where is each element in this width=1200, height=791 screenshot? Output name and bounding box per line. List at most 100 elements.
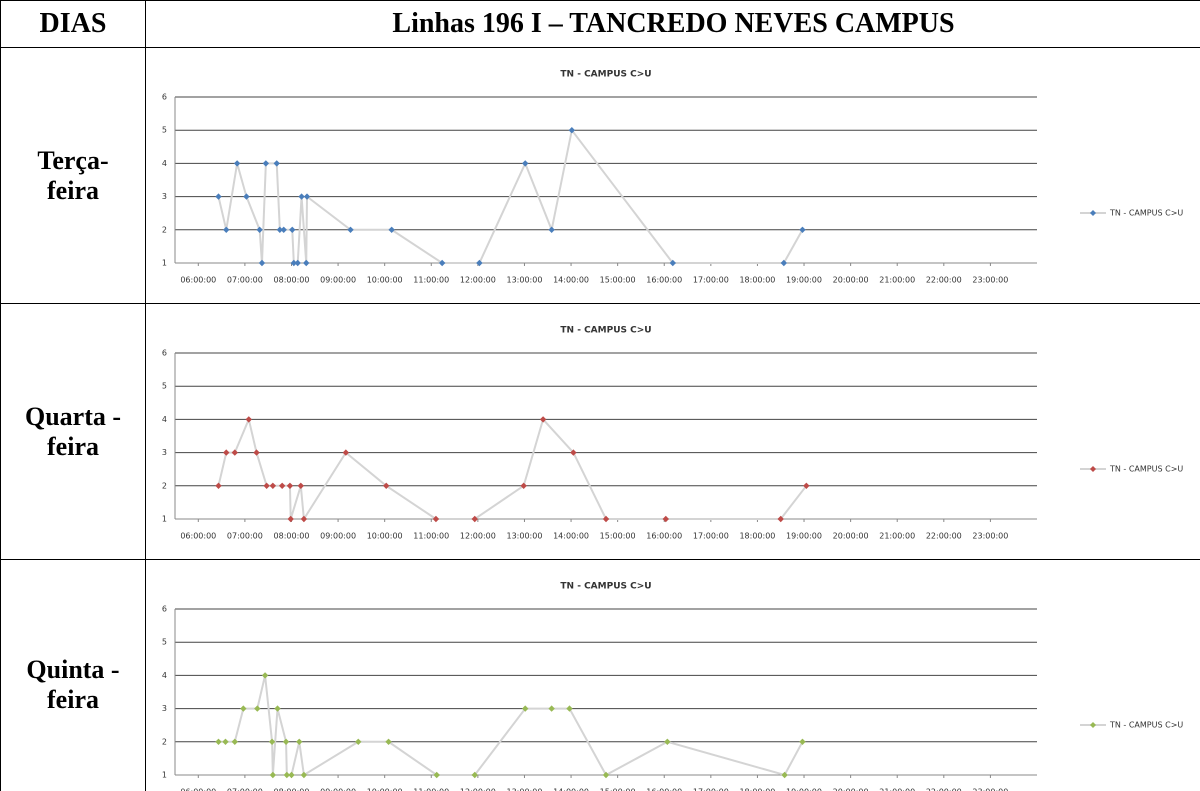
data-point <box>283 771 291 779</box>
x-tick-label: 13:00:00 <box>506 276 542 285</box>
x-tick-label: 06:00:00 <box>180 276 216 285</box>
x-tick-label: 23:00:00 <box>972 532 1008 541</box>
x-tick-label: 19:00:00 <box>786 276 822 285</box>
x-tick-label: 07:00:00 <box>227 532 263 541</box>
x-tick-label: 12:00:00 <box>460 532 496 541</box>
data-point <box>388 226 395 233</box>
data-point <box>303 259 310 267</box>
data-point <box>662 515 669 523</box>
data-point <box>278 482 286 489</box>
legend-marker <box>1090 722 1096 728</box>
y-tick-label: 1 <box>162 515 167 524</box>
x-tick-label: 20:00:00 <box>833 532 869 541</box>
data-point <box>303 193 311 200</box>
row: Quinta -feira TN - CAMPUS C>U 1 2 3 4 5 6 06:00… <box>0 559 1200 791</box>
data-point <box>539 416 547 423</box>
y-tick-label: 1 <box>162 771 167 780</box>
data-point <box>256 226 263 233</box>
day-cell: Terça-feira <box>0 47 146 304</box>
data-point <box>602 515 610 523</box>
x-tick-label: 08:00:00 <box>274 532 310 541</box>
chart-title: TN - CAMPUS C>U <box>560 326 651 336</box>
y-tick-label: 2 <box>162 481 167 490</box>
data-point <box>269 771 277 779</box>
data-point <box>799 226 806 233</box>
header-cell: Linhas 196 I – TANCREDO NEVES CAMPUS <box>145 0 1200 48</box>
chart-cell: TN - CAMPUS C>U 1 2 3 4 5 6 06:00:00 07:00:00 08:… <box>145 47 1200 304</box>
x-tick-label: 14:00:00 <box>553 276 589 285</box>
x-tick-label: 11:00:00 <box>413 532 449 541</box>
data-point <box>294 259 301 267</box>
data-point <box>269 482 277 489</box>
data-point <box>300 771 308 779</box>
x-tick-label: 15:00:00 <box>600 532 636 541</box>
x-tick-label: 22:00:00 <box>926 788 962 791</box>
data-point <box>548 705 555 712</box>
x-tick-label: 17:00:00 <box>693 276 729 285</box>
data-point <box>273 160 280 167</box>
x-tick-label: 20:00:00 <box>833 276 869 285</box>
data-point <box>223 226 230 233</box>
data-point <box>223 449 230 456</box>
x-tick-label: 16:00:00 <box>646 532 682 541</box>
data-point <box>286 482 294 489</box>
data-point <box>282 738 290 745</box>
series-line <box>217 127 804 264</box>
data-point <box>297 482 305 489</box>
data-point <box>476 259 483 267</box>
x-tick-label: 17:00:00 <box>693 788 729 791</box>
header-row: DIAS Linhas 196 I – TANCREDO NEVES CAMPU… <box>0 0 1200 48</box>
x-tick-label: 11:00:00 <box>413 276 449 285</box>
x-tick-label: 21:00:00 <box>879 276 915 285</box>
data-point <box>520 482 527 489</box>
x-tick-label: 21:00:00 <box>879 532 915 541</box>
legend-marker <box>1090 466 1096 472</box>
data-point <box>215 482 222 489</box>
data-point <box>803 482 810 489</box>
data-point <box>298 193 305 200</box>
x-tick-label: 23:00:00 <box>972 788 1008 791</box>
x-tick-label: 10:00:00 <box>367 788 403 791</box>
data-point <box>290 259 298 267</box>
data-point <box>780 259 788 267</box>
data-point <box>231 449 238 456</box>
x-tick-label: 12:00:00 <box>460 788 496 791</box>
data-point <box>433 771 440 779</box>
x-tick-label: 18:00:00 <box>739 276 775 285</box>
legend-label: TN - CAMPUS C>U <box>1109 209 1183 218</box>
legend-marker <box>1090 210 1096 216</box>
x-tick-label: 15:00:00 <box>600 276 636 285</box>
x-tick-label: 16:00:00 <box>646 276 682 285</box>
row: Quarta -feira TN - CAMPUS C>U 1 2 3 4 5 6 06:00… <box>0 303 1200 560</box>
data-point <box>548 226 555 233</box>
x-tick-label: 10:00:00 <box>367 276 403 285</box>
y-tick-label: 5 <box>162 638 167 647</box>
series-line <box>217 416 808 523</box>
x-tick-label: 22:00:00 <box>926 532 962 541</box>
x-tick-label: 19:00:00 <box>786 532 822 541</box>
x-tick-label: 23:00:00 <box>972 276 1008 285</box>
data-point <box>471 771 478 779</box>
x-tick-label: 14:00:00 <box>553 532 589 541</box>
data-point <box>383 482 390 489</box>
x-tick-label: 09:00:00 <box>320 276 356 285</box>
data-point <box>432 515 440 523</box>
data-point <box>664 738 671 745</box>
x-tick-label: 18:00:00 <box>739 532 775 541</box>
y-tick-label: 3 <box>162 192 167 201</box>
day-cell: Quarta -feira <box>0 303 146 560</box>
legend-label: TN - CAMPUS C>U <box>1109 465 1183 474</box>
day-cell: Quinta -feira <box>0 559 146 791</box>
x-tick-label: 17:00:00 <box>693 532 729 541</box>
data-point <box>222 738 229 745</box>
data-point <box>274 705 281 712</box>
y-tick-label: 6 <box>162 349 167 358</box>
data-point <box>240 705 247 712</box>
data-point <box>258 259 266 267</box>
data-point <box>262 160 270 167</box>
y-tick-label: 3 <box>162 704 167 713</box>
data-point <box>438 259 446 267</box>
x-tick-label: 07:00:00 <box>227 276 263 285</box>
x-tick-label: 12:00:00 <box>460 276 496 285</box>
data-point <box>522 160 529 167</box>
